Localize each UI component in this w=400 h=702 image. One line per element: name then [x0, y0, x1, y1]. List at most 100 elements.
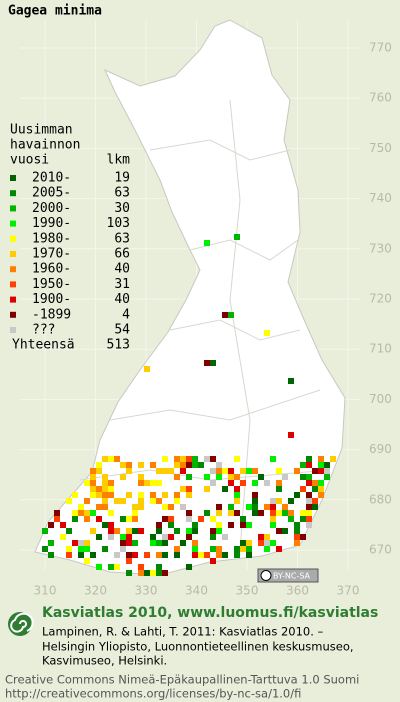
cc-icon [260, 570, 272, 581]
observation-square [234, 510, 240, 516]
observation-square [162, 468, 168, 474]
observation-square [300, 462, 306, 468]
observation-square [252, 504, 258, 510]
observation-square [210, 456, 216, 462]
logo-spiral [10, 612, 34, 633]
observations [42, 234, 336, 576]
observation-square [246, 540, 252, 546]
observation-square [258, 510, 264, 516]
legend-label: 2005- [32, 186, 71, 201]
observation-square [156, 552, 162, 558]
legend-swatch [10, 235, 16, 242]
observation-square [60, 522, 66, 528]
y-label: 720 [369, 292, 392, 306]
legend-count: 63 [114, 231, 130, 246]
y-label: 760 [369, 91, 392, 105]
observation-square [288, 510, 294, 516]
observation-square [156, 498, 162, 504]
observation-square [102, 522, 108, 528]
observation-square [162, 570, 168, 576]
observation-square [210, 516, 216, 522]
observation-square [282, 510, 288, 516]
observation-square [108, 528, 114, 534]
observation-square [306, 492, 312, 498]
observation-square [312, 504, 318, 510]
legend-total: 513 [107, 338, 130, 353]
observation-square [294, 540, 300, 546]
observation-square [144, 552, 150, 558]
legend-swatch [10, 220, 16, 227]
observation-square [90, 486, 96, 492]
observation-square [102, 456, 108, 462]
observation-square [186, 564, 192, 570]
observation-square [108, 564, 114, 570]
observation-square [228, 312, 234, 318]
observation-square [234, 486, 240, 492]
observation-square [246, 522, 252, 528]
observation-square [126, 540, 132, 546]
observation-square [102, 486, 108, 492]
observation-square [234, 546, 240, 552]
observation-square [270, 510, 276, 516]
observation-square [66, 498, 72, 504]
badge-box [257, 568, 319, 583]
observation-square [276, 480, 282, 486]
observation-square [72, 492, 78, 498]
observation-square [132, 510, 138, 516]
observation-square [186, 456, 192, 462]
observation-square [306, 480, 312, 486]
observation-square [330, 456, 336, 462]
observation-square [186, 528, 192, 534]
country-outline [34, 19, 346, 576]
observation-square [288, 516, 294, 522]
observation-square [216, 546, 222, 552]
legend-label: 1980- [32, 231, 71, 246]
observation-square [306, 456, 312, 462]
observation-square [138, 498, 144, 504]
legend-swatch [10, 251, 16, 257]
observation-square [270, 498, 276, 504]
observation-square [78, 540, 84, 546]
border [229, 99, 251, 551]
observation-square [228, 504, 234, 510]
observation-square [114, 456, 120, 462]
observation-square [90, 468, 96, 474]
observation-square [312, 468, 318, 474]
observation-square [108, 522, 114, 528]
citation-line: Helsingin Yliopisto, Luonnontieteellinen… [42, 640, 354, 654]
observation-square [102, 480, 108, 486]
observation-square [324, 468, 330, 474]
observation-square [162, 504, 168, 510]
observation-square [276, 528, 282, 534]
observation-square [306, 522, 312, 528]
license-badge: BY-NC-SA [257, 568, 319, 583]
observation-square [222, 552, 228, 558]
y-label: 670 [369, 543, 392, 557]
observation-square [216, 468, 222, 474]
observation-square [264, 534, 270, 540]
observation-square [138, 462, 144, 468]
observation-square [216, 474, 222, 480]
observation-square [234, 474, 240, 480]
observation-square [78, 552, 84, 558]
observation-square [78, 504, 84, 510]
observation-square [126, 534, 132, 540]
observation-square [270, 456, 276, 462]
observation-square [84, 480, 90, 486]
observation-square [186, 492, 192, 498]
observation-square [120, 474, 126, 480]
observation-square [252, 480, 258, 486]
observation-square [156, 528, 162, 534]
observation-square [174, 552, 180, 558]
observation-square [42, 528, 48, 534]
observation-square [78, 510, 84, 516]
legend-count: 40 [114, 292, 130, 307]
observation-square [174, 462, 180, 468]
observation-square [126, 558, 132, 564]
observation-square [228, 474, 234, 480]
observation-square [108, 480, 114, 486]
observation-square [192, 456, 198, 462]
observation-square [210, 546, 216, 552]
observation-square [282, 474, 288, 480]
